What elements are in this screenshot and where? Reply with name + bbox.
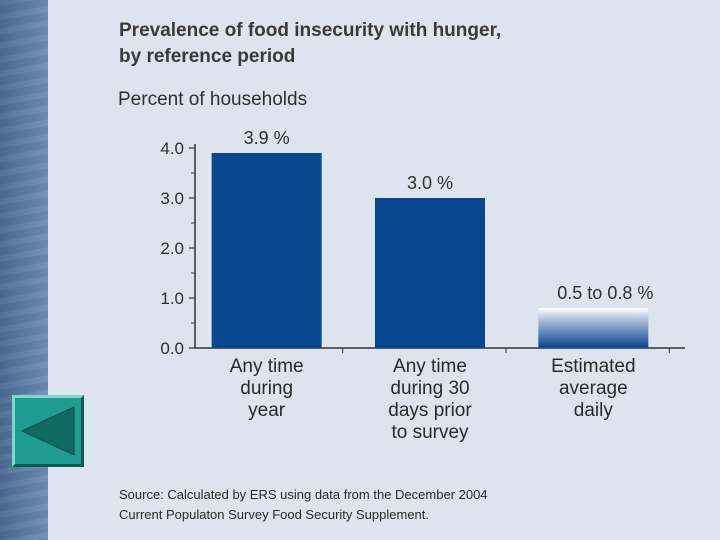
y-tick-label: 3.0 <box>160 189 184 208</box>
y-axis-label: Percent of households <box>118 89 308 110</box>
category-label: Estimated average daily <box>551 356 635 421</box>
bar-2 <box>375 198 485 348</box>
category-label-line: during 30 <box>390 378 469 399</box>
back-triangle-icon <box>20 406 75 456</box>
chart-title-line-1: Prevalence of food insecurity with hunge… <box>119 20 502 41</box>
category-label-line: daily <box>574 400 614 421</box>
category-label-line: average <box>559 378 628 399</box>
source-note: Source: Calculated by ERS using data fro… <box>119 485 679 525</box>
chart-title: Prevalence of food insecurity with hunge… <box>119 18 639 70</box>
category-label-line: year <box>248 400 286 421</box>
y-tick-label: 4.0 <box>160 139 184 158</box>
y-tick-label: 1.0 <box>160 289 184 308</box>
category-label-line: Any time <box>393 356 467 377</box>
category-label-line: days prior <box>388 400 472 421</box>
source-line-1: Source: Calculated by ERS using data fro… <box>119 487 488 502</box>
decorative-side-strip <box>0 0 48 540</box>
category-label-line: Any time <box>230 356 304 377</box>
data-label: 0.5 to 0.8 % <box>557 283 653 303</box>
back-button[interactable] <box>12 395 84 467</box>
bar-1 <box>211 153 322 348</box>
y-tick-label: 2.0 <box>160 239 184 258</box>
category-label-line: to survey <box>391 422 469 443</box>
source-line-2: Current Populaton Survey Food Security S… <box>119 507 430 522</box>
data-label: 3.0 % <box>407 173 453 193</box>
data-label: 3.9 % <box>244 128 290 148</box>
chart-title-line-2: by reference period <box>119 46 296 67</box>
bar-3 <box>538 308 649 348</box>
category-label-line: Estimated <box>551 356 635 377</box>
category-label: Any time during year <box>230 356 304 421</box>
category-label-line: during <box>240 378 293 399</box>
y-tick-label: 0.0 <box>160 339 184 358</box>
category-label: Any time during 30 days prior to survey <box>388 356 472 443</box>
